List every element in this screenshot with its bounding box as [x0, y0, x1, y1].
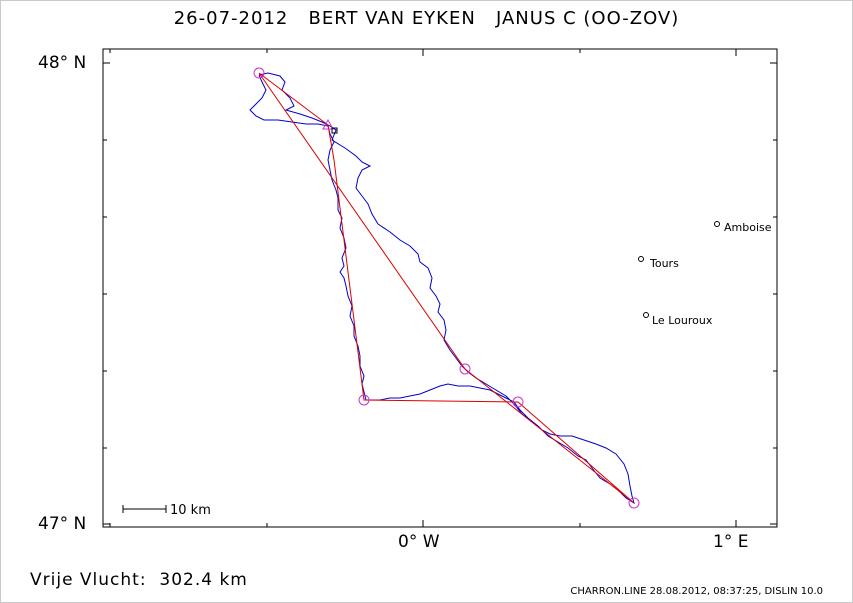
- turnpoint-marker: [253, 67, 265, 79]
- scale-bar: 10 km: [122, 503, 211, 518]
- credits-text: CHARRON.LINE 28.08.2012, 08:37:25, DISLI…: [570, 586, 823, 597]
- finish-marker: [331, 127, 338, 134]
- start-marker: [322, 118, 334, 130]
- distance-value: 302.4 km: [159, 570, 248, 590]
- gps-track: [249, 72, 635, 505]
- glider-name: JANUS C (OO-ZOV): [496, 8, 680, 29]
- lon-left-label: 0° W: [398, 532, 440, 552]
- town-label: Amboise: [724, 221, 772, 234]
- turnpoint-marker: [358, 394, 370, 406]
- flight-date: 26-07-2012: [173, 8, 289, 29]
- town-le-louroux: Le Louroux: [643, 312, 713, 327]
- lat-top-label: 48° N: [38, 53, 87, 73]
- town-label: Le Louroux: [652, 314, 713, 327]
- town-tours: Tours: [638, 256, 679, 270]
- town-label: Tours: [649, 257, 679, 270]
- lon-right-label: 1° E: [713, 532, 749, 552]
- town-marker-icon: [638, 256, 644, 262]
- turnpoints: [253, 67, 640, 509]
- plot-frame: [102, 48, 778, 528]
- turnpoint-marker: [512, 396, 524, 408]
- town-marker-icon: [714, 221, 720, 227]
- axis-ticks: [103, 49, 777, 527]
- turnpoint-marker: [628, 497, 640, 509]
- distance-readout: Vrije Vlucht: 302.4 km: [30, 570, 248, 590]
- distance-label: Vrije Vlucht:: [30, 570, 147, 590]
- pilot-name: BERT VAN EYKEN: [308, 8, 476, 29]
- scale-bar-label: 10 km: [170, 503, 211, 518]
- town-marker-icon: [643, 312, 649, 318]
- turnpoint-marker: [459, 363, 471, 375]
- town-amboise: Amboise: [714, 221, 772, 234]
- task-route: [258, 72, 635, 504]
- lat-bottom-label: 47° N: [38, 514, 87, 534]
- flight-title: 26-07-2012 BERT VAN EYKEN JANUS C (OO-ZO…: [0, 8, 853, 29]
